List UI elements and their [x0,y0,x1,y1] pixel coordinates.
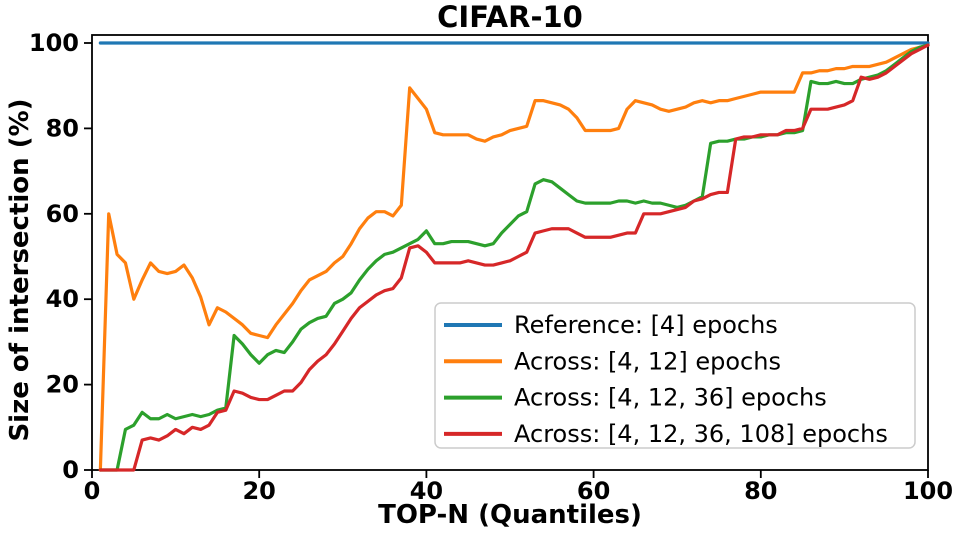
y-tick-label: 40 [46,285,79,313]
y-tick-label: 20 [46,371,79,399]
y-tick-label: 0 [62,456,79,484]
x-axis-label: TOP-N (Quantiles) [378,500,642,530]
series-line-3 [98,43,930,472]
x-tick-label: 60 [577,477,610,505]
legend-box [434,302,916,449]
legend: Reference: [4] epochs Across: [4, 12] epo… [434,302,916,449]
x-tick-label: 100 [903,477,953,505]
y-tick-label: 80 [46,114,79,142]
legend-label: Across: [4, 12, 36, 108] epochs [514,420,888,448]
plot-frame [91,34,929,471]
x-tick-label: 40 [410,477,443,505]
y-axis-label: Size of intersection (%) [5,98,35,442]
y-tick-label: 100 [29,29,79,57]
legend-label: Across: [4, 12] epochs [514,347,781,375]
legend-label: Across: [4, 12, 36] epochs [514,384,827,412]
x-tick-label: 80 [744,477,777,505]
series-line-2 [98,43,930,472]
series-line-1 [98,43,930,472]
x-tick-label: 20 [242,477,275,505]
legend-label: Reference: [4] epochs [514,311,778,339]
chart-title: CIFAR-10 [437,0,583,34]
x-tick-label: 0 [84,477,101,505]
y-tick-label: 60 [46,200,79,228]
